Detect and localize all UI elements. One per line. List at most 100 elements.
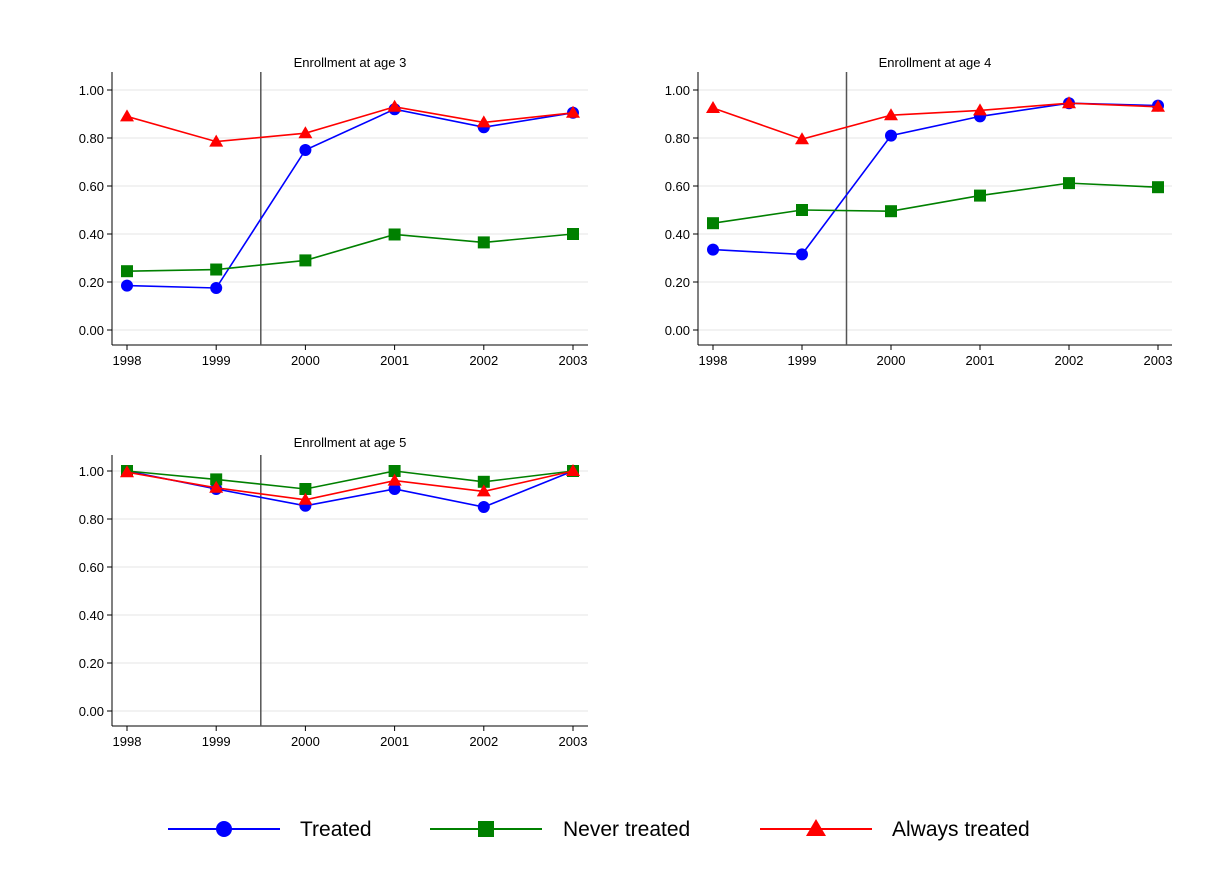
point-always-treated (298, 126, 313, 139)
chart-title: Enrollment at age 5 (294, 435, 407, 450)
point-treated (707, 243, 719, 256)
legend-marker-never-treated (478, 821, 494, 837)
point-treated (477, 501, 490, 513)
legend-marker-always-treated (806, 819, 826, 836)
point-always-treated (566, 464, 580, 476)
y-tick-label: 0.60 (79, 179, 104, 194)
legend-marker-treated (216, 821, 232, 837)
point-always-treated (476, 115, 491, 128)
x-tick-label: 1999 (202, 353, 231, 368)
y-tick-label: 1.00 (79, 464, 104, 479)
x-tick-label: 1999 (202, 734, 231, 749)
x-tick-label: 1999 (788, 353, 817, 368)
point-treated (885, 129, 897, 142)
point-treated (210, 282, 223, 294)
point-always-treated (1151, 99, 1165, 112)
point-never-treated (1152, 181, 1164, 194)
point-never-treated (974, 189, 986, 202)
point-never-treated (299, 483, 312, 495)
x-tick-label: 2001 (966, 353, 995, 368)
y-tick-label: 0.00 (665, 323, 690, 338)
point-never-treated (567, 228, 579, 240)
y-tick-label: 0.80 (79, 512, 104, 527)
point-never-treated (707, 217, 719, 230)
point-never-treated (388, 465, 401, 477)
chart-panel-age-4: Enrollment at age 4 0.00 0.20 0.40 0.60 0.80 1… (665, 55, 1173, 368)
series-line-treated (126, 108, 574, 289)
y-tick-label: 1.00 (665, 83, 690, 98)
point-always-treated (795, 132, 809, 145)
series-line-never-treated (126, 233, 574, 272)
chart-panels: Enrollment at age 3 0.00 0.20 0.40 0.60 0.80 1… (79, 55, 1173, 749)
y-tick-label: 0.20 (79, 275, 104, 290)
legend-item-never-treated: Never treated (430, 818, 690, 841)
x-tick-label: 2001 (380, 353, 409, 368)
point-never-treated (477, 236, 490, 249)
series-line-always-treated (126, 105, 574, 143)
y-tick-label: 0.40 (79, 227, 104, 242)
series-line-treated (712, 102, 1159, 256)
chart-title: Enrollment at age 4 (879, 55, 992, 70)
point-never-treated (210, 263, 223, 276)
y-tick-label: 0.60 (79, 560, 104, 575)
x-tick-label: 2000 (877, 353, 906, 368)
point-always-treated (706, 101, 720, 113)
point-always-treated (973, 103, 987, 116)
series-line-always-treated (712, 102, 1159, 141)
point-always-treated (209, 480, 224, 493)
y-tick-label: 0.60 (665, 179, 690, 194)
point-always-treated (120, 109, 134, 122)
y-tick-label: 0.80 (79, 131, 104, 146)
legend-item-always-treated: Always treated (760, 818, 1030, 841)
point-never-treated (796, 204, 808, 216)
x-tick-label: 1998 (113, 734, 142, 749)
point-always-treated (387, 473, 402, 486)
x-tick-label: 2000 (291, 734, 320, 749)
y-tick-label: 0.40 (79, 608, 104, 623)
point-never-treated (121, 265, 133, 278)
point-always-treated (566, 105, 580, 118)
x-tick-label: 2002 (1055, 353, 1084, 368)
y-tick-label: 0.00 (79, 704, 104, 719)
point-never-treated (388, 228, 401, 241)
point-never-treated (210, 473, 223, 486)
legend-label-never-treated: Never treated (563, 818, 690, 841)
y-tick-label: 0.20 (79, 656, 104, 671)
x-tick-label: 2000 (291, 353, 320, 368)
y-tick-label: 1.00 (79, 83, 104, 98)
series-line-never-treated (126, 470, 574, 490)
point-always-treated (387, 99, 402, 112)
point-never-treated (1063, 177, 1075, 190)
point-always-treated (209, 134, 224, 147)
point-never-treated (885, 205, 897, 218)
point-always-treated (1062, 96, 1076, 109)
x-tick-label: 1998 (699, 353, 728, 368)
y-tick-label: 0.00 (79, 323, 104, 338)
series-line-never-treated (712, 182, 1159, 224)
chart-panel-age-5: Enrollment at age 5 0.00 0.20 0.40 0.60 0.80 1… (79, 435, 588, 749)
y-tick-label: 0.20 (665, 275, 690, 290)
chart-panel-age-3: Enrollment at age 3 0.00 0.20 0.40 0.60 0.80 1… (79, 55, 588, 368)
y-tick-label: 0.80 (665, 131, 690, 146)
y-tick-label: 0.40 (665, 227, 690, 242)
series-line-always-treated (126, 470, 574, 501)
legend: Treated Never treated Always treated (168, 818, 1030, 841)
x-tick-label: 2002 (469, 734, 498, 749)
x-tick-label: 2003 (1144, 353, 1173, 368)
x-tick-label: 2002 (469, 353, 498, 368)
legend-label-always-treated: Always treated (892, 818, 1030, 841)
x-tick-label: 2003 (559, 353, 588, 368)
chart-title: Enrollment at age 3 (294, 55, 407, 70)
point-always-treated (120, 465, 134, 478)
point-treated (299, 144, 312, 156)
point-always-treated (298, 492, 313, 505)
x-tick-label: 2001 (380, 734, 409, 749)
point-treated (121, 279, 133, 292)
point-never-treated (477, 475, 490, 488)
x-tick-label: 2003 (559, 734, 588, 749)
legend-item-treated: Treated (168, 818, 372, 841)
point-treated (388, 483, 401, 495)
point-treated (796, 248, 808, 261)
legend-label-treated: Treated (300, 818, 372, 841)
